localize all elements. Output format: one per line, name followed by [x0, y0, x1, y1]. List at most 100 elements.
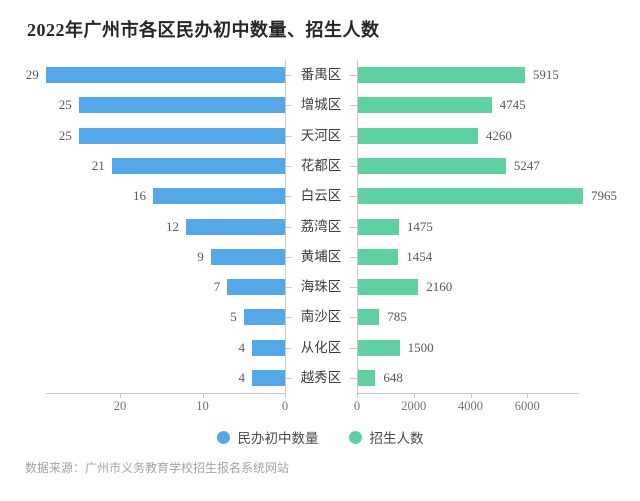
value-label-enrollment: 5247	[513, 157, 540, 173]
legend: 民办初中数量 招生人数	[0, 427, 640, 447]
value-label-enrollment: 2160	[426, 279, 453, 295]
axis-tick-label: 6000	[514, 399, 540, 413]
category-label: 黄埔区	[300, 248, 342, 264]
legend-item-enrollment: 招生人数	[348, 427, 424, 447]
bar-enrollment	[357, 97, 492, 114]
axis-tick	[470, 393, 472, 398]
category-label: 花都区	[300, 157, 342, 173]
row-tick-left	[285, 135, 292, 137]
bar-schools	[252, 339, 285, 356]
row-tick-right	[350, 347, 357, 349]
bar-enrollment	[357, 127, 478, 144]
value-label-schools: 4	[238, 339, 246, 355]
row-tick-right	[350, 135, 357, 137]
row-tick-right	[350, 196, 357, 198]
source-note: 数据来源：广州市义务教育学校招生报名系统网站	[25, 461, 290, 475]
row-tick-left	[285, 165, 292, 167]
row-tick-left	[285, 196, 292, 198]
row-tick-left	[285, 256, 292, 258]
bar-schools	[153, 188, 285, 205]
axis-tick	[413, 393, 415, 398]
value-label-enrollment: 1475	[406, 218, 433, 234]
bar-enrollment	[357, 157, 506, 174]
value-label-schools: 25	[58, 97, 72, 113]
bar-schools	[111, 157, 285, 174]
value-label-enrollment: 1454	[406, 248, 433, 264]
value-label-schools: 7	[213, 279, 221, 295]
axis-tick-label: 2000	[401, 399, 427, 413]
bar-schools	[227, 279, 285, 296]
value-label-schools: 25	[58, 127, 72, 143]
bar-enrollment	[357, 339, 400, 356]
category-label: 从化区	[300, 339, 342, 355]
axis-bottom-left	[46, 393, 286, 394]
bar-schools	[186, 218, 285, 235]
category-label: 天河区	[300, 127, 342, 143]
bar-enrollment	[357, 218, 399, 235]
axis-tick	[285, 393, 286, 398]
bar-enrollment	[357, 370, 376, 386]
axis-tick	[120, 393, 121, 398]
value-label-schools: 9	[197, 248, 204, 264]
value-label-enrollment: 648	[383, 370, 403, 385]
value-label-schools: 16	[133, 188, 146, 204]
category-label: 增城区	[300, 97, 342, 113]
category-label: 荔湾区	[300, 218, 342, 234]
axis-tick-label: 10	[196, 399, 209, 413]
value-label-schools: 4	[238, 370, 246, 385]
bar-schools	[78, 97, 285, 114]
category-label: 越秀区	[300, 370, 342, 385]
bar-enrollment	[357, 309, 380, 326]
row-tick-left	[285, 317, 292, 319]
row-tick-left	[285, 75, 292, 76]
category-label: 番禺区	[300, 67, 342, 82]
category-label: 海珠区	[300, 279, 342, 295]
value-label-enrollment: 5915	[532, 67, 559, 82]
legend-item-schools: 民办初中数量	[216, 427, 319, 447]
row-tick-right	[350, 226, 357, 228]
row-tick-right	[350, 105, 357, 107]
axis-bottom-right	[357, 393, 579, 394]
row-tick-right	[350, 165, 357, 167]
chart-title: 2022年广州市各区民办初中数量、招生人数	[27, 20, 380, 40]
legend-dot-schools-icon	[216, 430, 230, 444]
row-tick-left	[285, 105, 292, 107]
legend-label-enrollment: 招生人数	[369, 431, 424, 446]
axis-tick-label: 20	[113, 399, 127, 413]
row-tick-left	[285, 378, 292, 379]
bar-enrollment	[357, 188, 583, 205]
bar-schools	[243, 309, 285, 326]
bar-enrollment	[357, 248, 399, 265]
row-tick-right	[350, 75, 357, 76]
axis-tick	[527, 393, 529, 398]
value-label-enrollment: 1500	[407, 339, 434, 355]
value-label-enrollment: 4260	[485, 127, 512, 143]
bar-enrollment	[357, 67, 525, 83]
legend-label-schools: 民办初中数量	[237, 431, 319, 446]
value-label-schools: 21	[91, 157, 105, 173]
row-tick-left	[285, 287, 292, 289]
bar-schools	[78, 127, 285, 144]
bar-schools	[252, 370, 285, 386]
axis-tick-label: 4000	[458, 399, 483, 413]
row-tick-left	[285, 347, 292, 349]
value-label-enrollment: 4745	[499, 97, 526, 113]
axis-tick	[202, 393, 204, 398]
axis-baseline-left	[285, 60, 286, 393]
category-label: 南沙区	[300, 309, 342, 325]
row-tick-right	[350, 287, 357, 289]
value-label-schools: 29	[25, 67, 39, 82]
axis-tick-label: 0	[281, 399, 289, 413]
row-tick-left	[285, 226, 292, 228]
row-tick-right	[350, 256, 357, 258]
bar-enrollment	[357, 279, 419, 296]
bar-schools	[45, 67, 285, 83]
row-tick-right	[350, 378, 357, 379]
axis-tick-label: 0	[353, 399, 361, 413]
value-label-enrollment: 785	[387, 309, 407, 325]
axis-tick	[357, 393, 358, 398]
axis-baseline-right	[357, 60, 358, 393]
row-tick-right	[350, 317, 357, 319]
value-label-schools: 12	[166, 218, 179, 234]
